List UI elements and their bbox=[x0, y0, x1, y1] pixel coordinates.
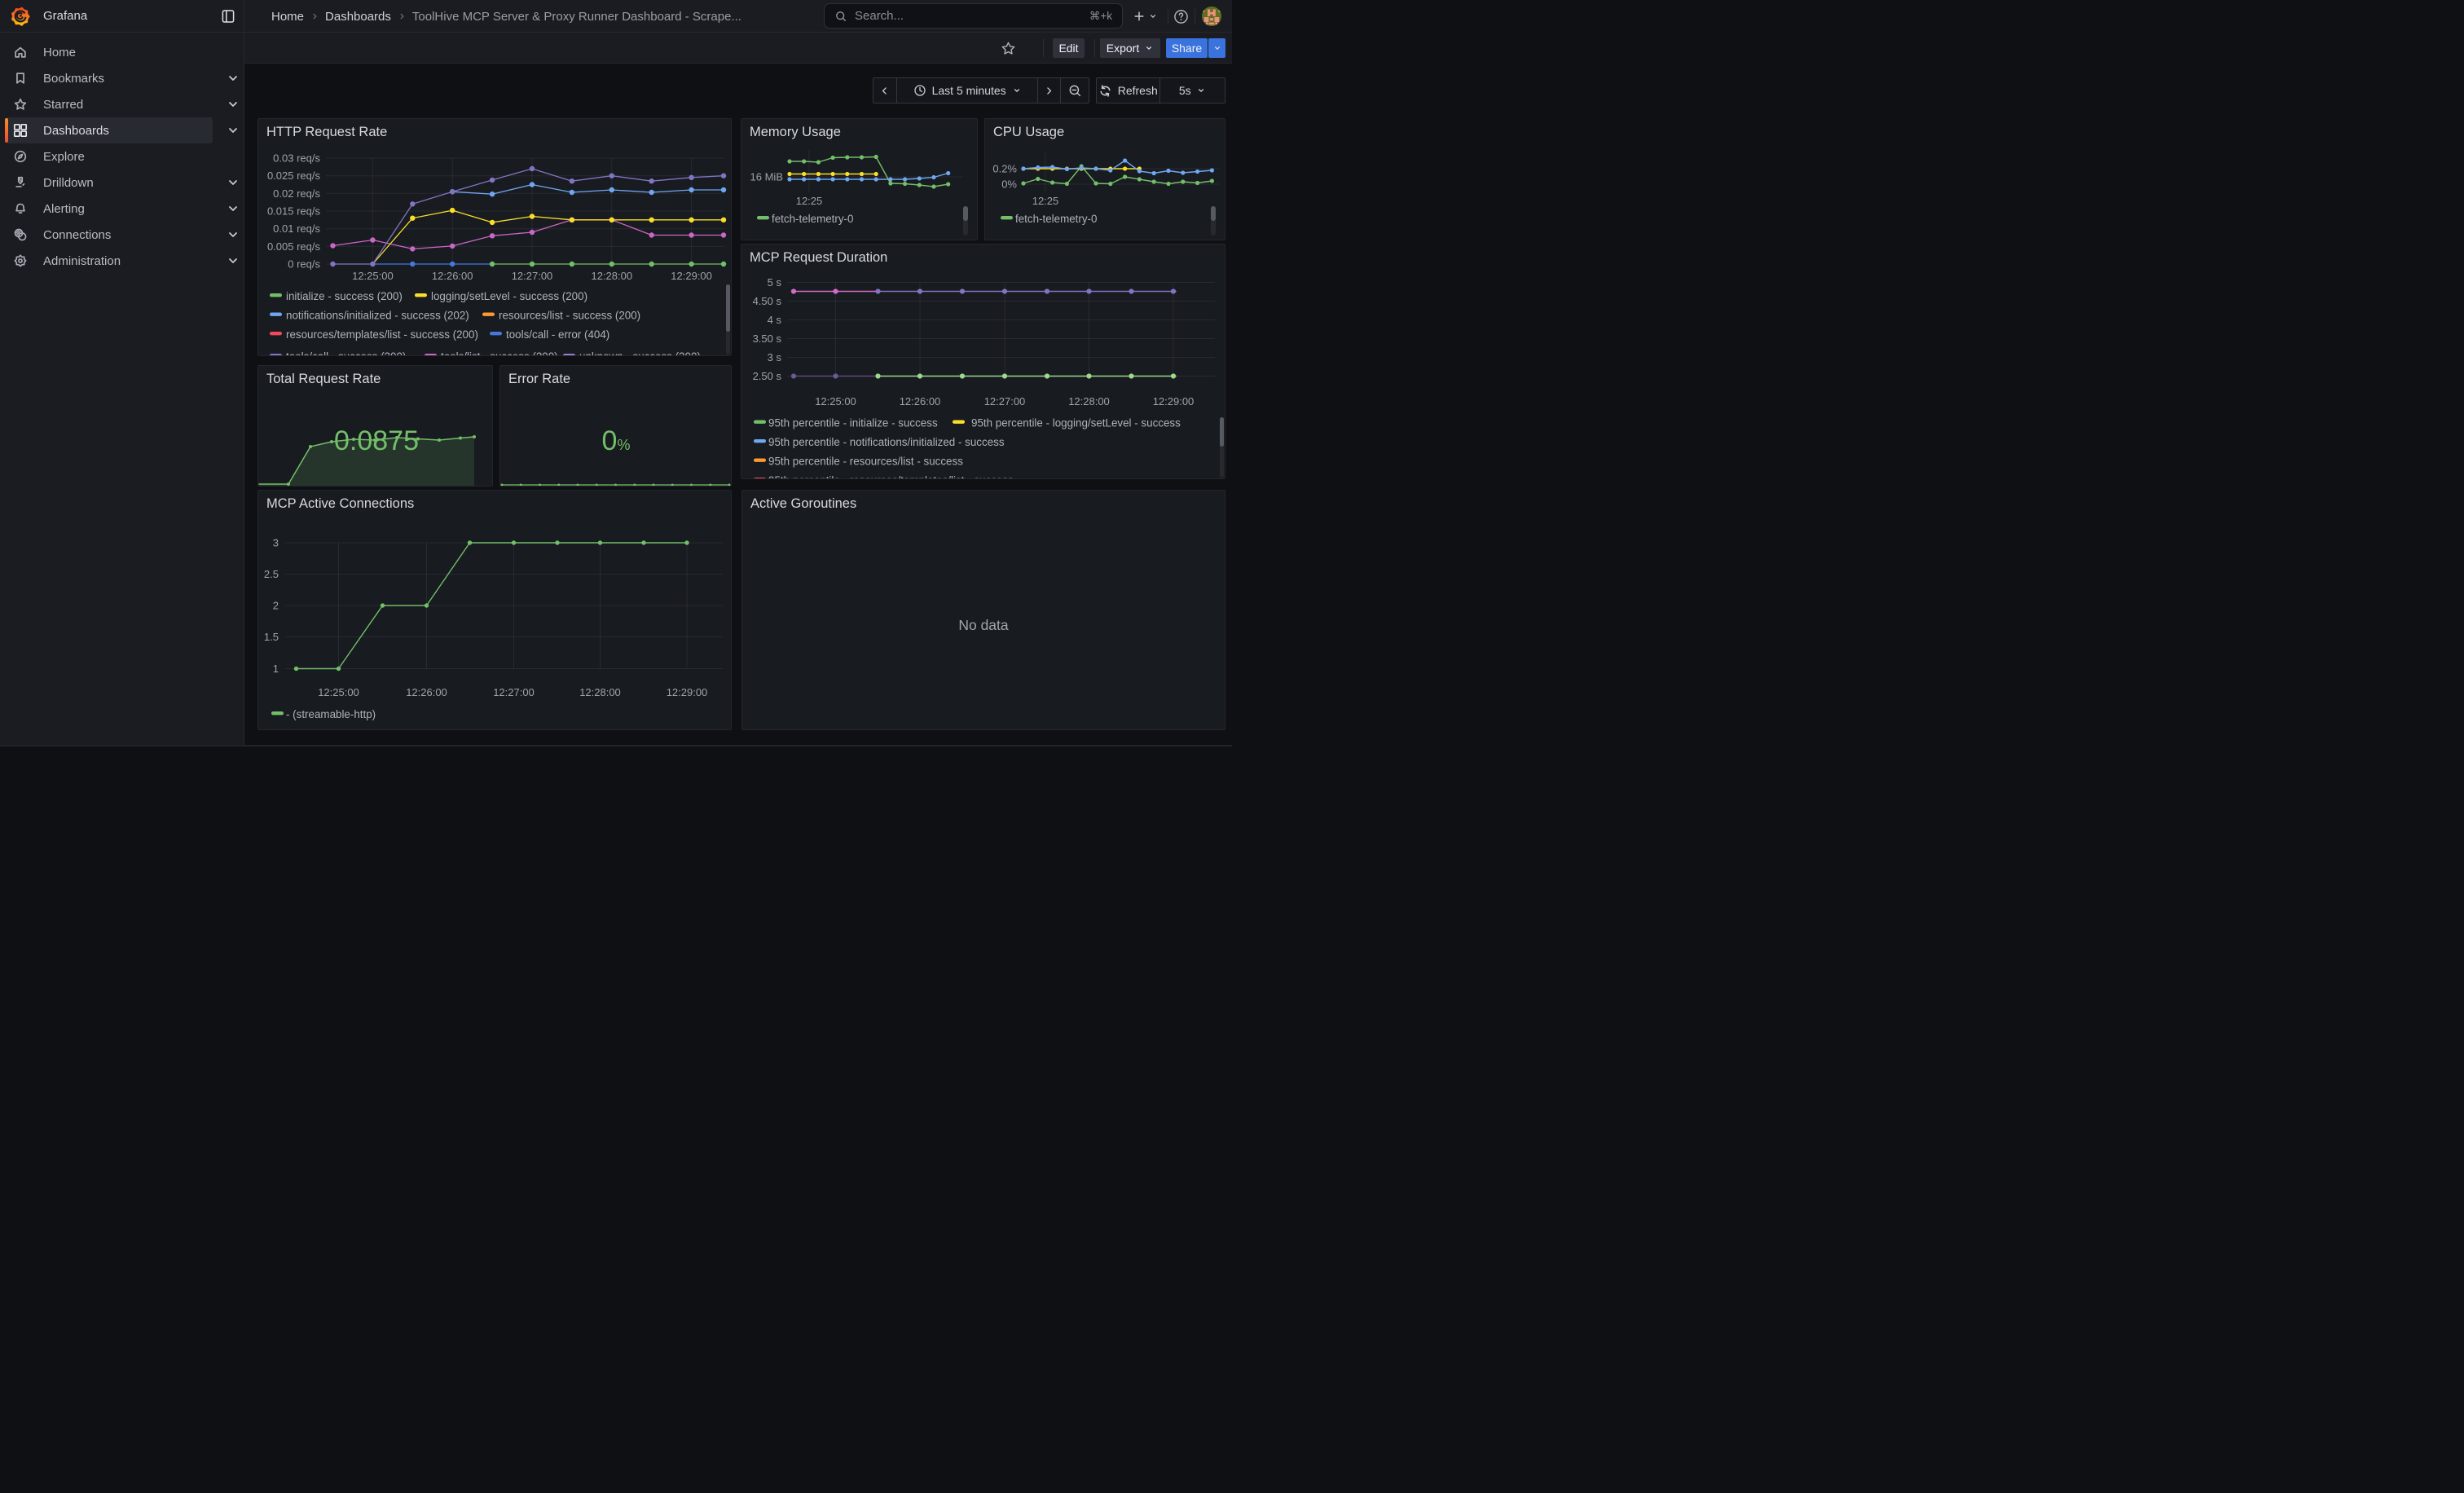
svg-text:12:29:00: 12:29:00 bbox=[671, 270, 712, 282]
svg-text:3: 3 bbox=[273, 537, 279, 549]
svg-text:1.5: 1.5 bbox=[264, 631, 279, 643]
svg-text:fetch-telemetry-0: fetch-telemetry-0 bbox=[772, 213, 853, 225]
svg-text:notifications/initialized - su: notifications/initialized - success (202… bbox=[286, 310, 469, 322]
svg-text:0.005 req/s: 0.005 req/s bbox=[267, 240, 321, 253]
svg-text:12:25: 12:25 bbox=[1032, 195, 1059, 207]
svg-text:12:29:00: 12:29:00 bbox=[667, 686, 708, 698]
svg-text:12:26:00: 12:26:00 bbox=[406, 686, 447, 698]
svg-text:2: 2 bbox=[273, 600, 279, 612]
svg-text:12:28:00: 12:28:00 bbox=[579, 686, 621, 698]
svg-text:12:28:00: 12:28:00 bbox=[1068, 395, 1110, 407]
svg-text:0%: 0% bbox=[1001, 178, 1017, 191]
svg-text:5 s: 5 s bbox=[768, 276, 782, 288]
svg-text:95th percentile - resources/te: 95th percentile - resources/templates/li… bbox=[768, 474, 1014, 479]
svg-text:0.01 req/s: 0.01 req/s bbox=[273, 222, 320, 235]
svg-text:95th percentile - resources/li: 95th percentile - resources/list - succe… bbox=[768, 456, 963, 468]
svg-text:0.2%: 0.2% bbox=[992, 163, 1017, 175]
svg-text:0 req/s: 0 req/s bbox=[288, 258, 320, 271]
svg-text:resources/templates/list - suc: resources/templates/list - success (200) bbox=[286, 328, 478, 341]
svg-text:0.02 req/s: 0.02 req/s bbox=[273, 187, 320, 200]
svg-text:0.0875: 0.0875 bbox=[334, 425, 419, 456]
svg-text:0.03 req/s: 0.03 req/s bbox=[273, 152, 320, 164]
svg-text:logging/setLevel - success (20: logging/setLevel - success (200) bbox=[431, 290, 587, 302]
svg-text:12:29:00: 12:29:00 bbox=[1153, 395, 1195, 407]
svg-text:tools/call - success (200): tools/call - success (200) bbox=[286, 350, 406, 356]
svg-text:12:25:00: 12:25:00 bbox=[352, 270, 394, 282]
svg-text:95th percentile - initialize -: 95th percentile - initialize - success bbox=[768, 417, 938, 429]
svg-text:12:26:00: 12:26:00 bbox=[900, 395, 941, 407]
svg-text:95th percentile - notification: 95th percentile - notifications/initiali… bbox=[768, 436, 1005, 448]
svg-text:- (streamable-http): - (streamable-http) bbox=[286, 708, 376, 720]
svg-text:12:25:00: 12:25:00 bbox=[318, 686, 359, 698]
svg-text:95th percentile - logging/setL: 95th percentile - logging/setLevel - suc… bbox=[971, 417, 1181, 429]
svg-text:12:26:00: 12:26:00 bbox=[432, 270, 473, 282]
svg-text:unknown - success (200): unknown - success (200) bbox=[579, 350, 701, 356]
svg-text:4.50 s: 4.50 s bbox=[753, 295, 782, 307]
svg-text:tools/call - error (404): tools/call - error (404) bbox=[506, 328, 609, 341]
svg-text:tools/list - success (200): tools/list - success (200) bbox=[441, 350, 558, 356]
svg-text:3.50 s: 3.50 s bbox=[753, 333, 782, 345]
svg-text:12:27:00: 12:27:00 bbox=[512, 270, 553, 282]
svg-text:3 s: 3 s bbox=[768, 351, 782, 363]
svg-text:0.015 req/s: 0.015 req/s bbox=[267, 205, 321, 217]
svg-text:12:25: 12:25 bbox=[796, 195, 823, 207]
svg-text:fetch-telemetry-0: fetch-telemetry-0 bbox=[1015, 213, 1097, 225]
svg-text:16 MiB: 16 MiB bbox=[750, 171, 783, 183]
svg-text:12:27:00: 12:27:00 bbox=[493, 686, 535, 698]
svg-text:4 s: 4 s bbox=[768, 314, 782, 326]
svg-text:12:28:00: 12:28:00 bbox=[591, 270, 632, 282]
svg-text:0.025 req/s: 0.025 req/s bbox=[267, 170, 321, 182]
svg-text:12:25:00: 12:25:00 bbox=[815, 395, 856, 407]
svg-text:resources/list - success (200): resources/list - success (200) bbox=[499, 310, 640, 322]
svg-text:1: 1 bbox=[273, 663, 279, 675]
svg-text:2.50 s: 2.50 s bbox=[753, 370, 782, 382]
svg-text:initialize - success (200): initialize - success (200) bbox=[286, 290, 403, 302]
svg-text:2.5: 2.5 bbox=[264, 568, 279, 580]
svg-text:12:27:00: 12:27:00 bbox=[984, 395, 1026, 407]
svg-text:0%: 0% bbox=[602, 425, 631, 456]
